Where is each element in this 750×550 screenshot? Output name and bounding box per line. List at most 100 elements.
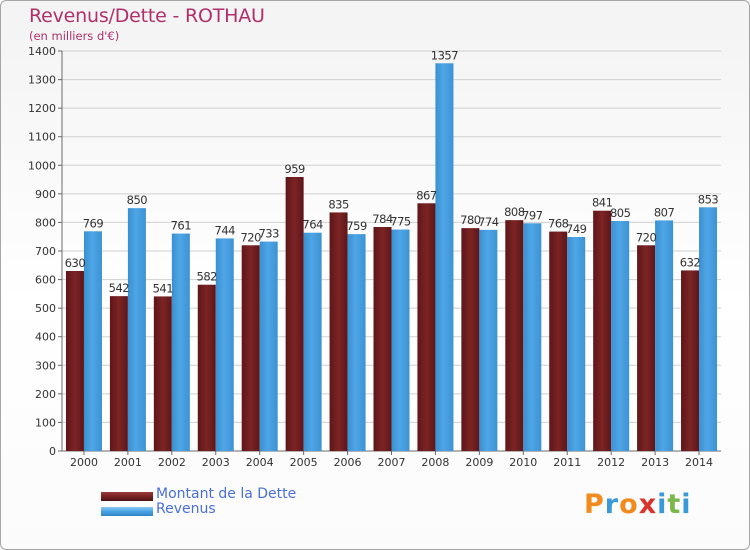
bar-value-label: 797 — [522, 208, 543, 222]
x-tick-label: 2007 — [378, 456, 406, 469]
bar-value-label: 720 — [636, 230, 657, 244]
bar-revenus — [83, 231, 102, 451]
x-tick-label: 2009 — [465, 456, 493, 469]
bar-revenus — [347, 234, 366, 451]
y-tick-label: 300 — [35, 359, 56, 372]
chart-subtitle: (en milliers d'€) — [29, 29, 120, 43]
bar-dette — [329, 212, 348, 451]
bar-value-label: 761 — [171, 219, 192, 233]
x-tick-label: 2010 — [509, 456, 537, 469]
x-tick-label: 2003 — [202, 456, 230, 469]
bar-value-label: 959 — [284, 162, 305, 176]
logo-letter: i — [681, 489, 692, 520]
bar-value-label: 542 — [109, 281, 130, 295]
bar-revenus — [215, 238, 234, 451]
bar-dette — [593, 210, 612, 451]
y-tick-label: 1000 — [28, 159, 56, 172]
legend-label-dette: Montant de la Dette — [156, 486, 297, 502]
y-tick-label: 700 — [35, 245, 56, 258]
y-tick-label: 0 — [49, 445, 56, 458]
bar-value-label: 582 — [197, 270, 218, 284]
y-tick-label: 400 — [35, 331, 56, 344]
bar-revenus — [171, 233, 190, 451]
x-tick-label: 2000 — [70, 456, 98, 469]
bar-value-label: 775 — [390, 215, 411, 229]
x-tick-label: 2005 — [290, 456, 318, 469]
bar-revenus — [479, 229, 498, 451]
bar-revenus — [699, 207, 718, 451]
y-tick-label: 1400 — [28, 45, 56, 58]
bar-value-label: 720 — [240, 230, 261, 244]
y-tick-label: 1100 — [28, 131, 56, 144]
bar-revenus — [259, 241, 278, 451]
bar-value-label: 769 — [83, 216, 104, 230]
bar-dette — [461, 228, 480, 451]
bar-revenus — [127, 208, 146, 451]
bar-revenus — [435, 63, 454, 452]
bar-revenus — [567, 237, 586, 451]
chart-title: Revenus/Dette - ROTHAU — [29, 5, 265, 27]
bar-dette — [417, 203, 436, 451]
bar-dette — [549, 231, 568, 451]
x-tick-label: 2001 — [114, 456, 142, 469]
bar-value-label: 807 — [654, 205, 675, 219]
logo-letter: i — [657, 489, 668, 520]
logo-letter: o — [619, 489, 639, 520]
bar-dette — [505, 220, 524, 451]
logo-letter: P — [584, 489, 605, 520]
bar-dette — [109, 296, 128, 451]
x-tick-label: 2011 — [553, 456, 581, 469]
bar-value-label: 853 — [698, 192, 719, 206]
legend-label-revenus: Revenus — [156, 501, 216, 517]
bar-dette — [65, 271, 84, 451]
y-tick-label: 500 — [35, 302, 56, 315]
bar-dette — [373, 227, 392, 451]
bar-value-label: 541 — [153, 281, 174, 295]
x-tick-label: 2004 — [246, 456, 274, 469]
x-tick-label: 2008 — [421, 456, 449, 469]
bar-dette — [681, 270, 700, 451]
y-tick-label: 800 — [35, 216, 56, 229]
bar-value-label: 749 — [566, 222, 587, 236]
bar-revenus — [391, 229, 410, 451]
bar-value-label: 768 — [548, 217, 569, 231]
bar-dette — [197, 284, 216, 451]
x-tick-label: 2012 — [597, 456, 625, 469]
y-tick-label: 200 — [35, 388, 56, 401]
bar-dette — [637, 245, 656, 451]
legend-swatch-revenus — [101, 507, 153, 516]
bar-value-label: 850 — [127, 193, 148, 207]
bar-value-label: 841 — [592, 196, 613, 210]
bar-revenus — [523, 223, 542, 451]
y-tick-label: 600 — [35, 274, 56, 287]
x-tick-label: 2013 — [641, 456, 669, 469]
bar-value-label: 759 — [346, 219, 367, 233]
bar-revenus — [303, 232, 322, 451]
bar-value-label: 630 — [65, 256, 86, 270]
logo-letter: r — [604, 489, 620, 520]
y-tick-label: 900 — [35, 188, 56, 201]
bar-value-label: 784 — [372, 212, 393, 226]
bar-value-label: 733 — [258, 227, 279, 241]
logo-letter: x — [638, 489, 658, 520]
bar-value-label: 632 — [680, 255, 701, 269]
logo-letter: t — [667, 489, 682, 520]
x-tick-label: 2014 — [685, 456, 713, 469]
bar-value-label: 808 — [504, 205, 525, 219]
x-tick-label: 2006 — [334, 456, 362, 469]
bar-revenus — [655, 220, 674, 451]
bar-value-label: 805 — [610, 206, 631, 220]
bar-value-label: 835 — [328, 197, 349, 211]
y-tick-label: 100 — [35, 416, 56, 429]
bar-value-label: 1357 — [431, 48, 458, 62]
bar-value-label: 780 — [460, 213, 481, 227]
bar-dette — [241, 245, 260, 451]
bar-dette — [153, 296, 172, 451]
proxiti-logo: Proxiti — [584, 489, 692, 520]
y-tick-label: 1200 — [28, 102, 56, 115]
legend-swatch-dette — [101, 492, 153, 501]
bar-revenus — [611, 221, 630, 451]
x-tick-label: 2002 — [158, 456, 186, 469]
bar-value-label: 867 — [416, 188, 437, 202]
